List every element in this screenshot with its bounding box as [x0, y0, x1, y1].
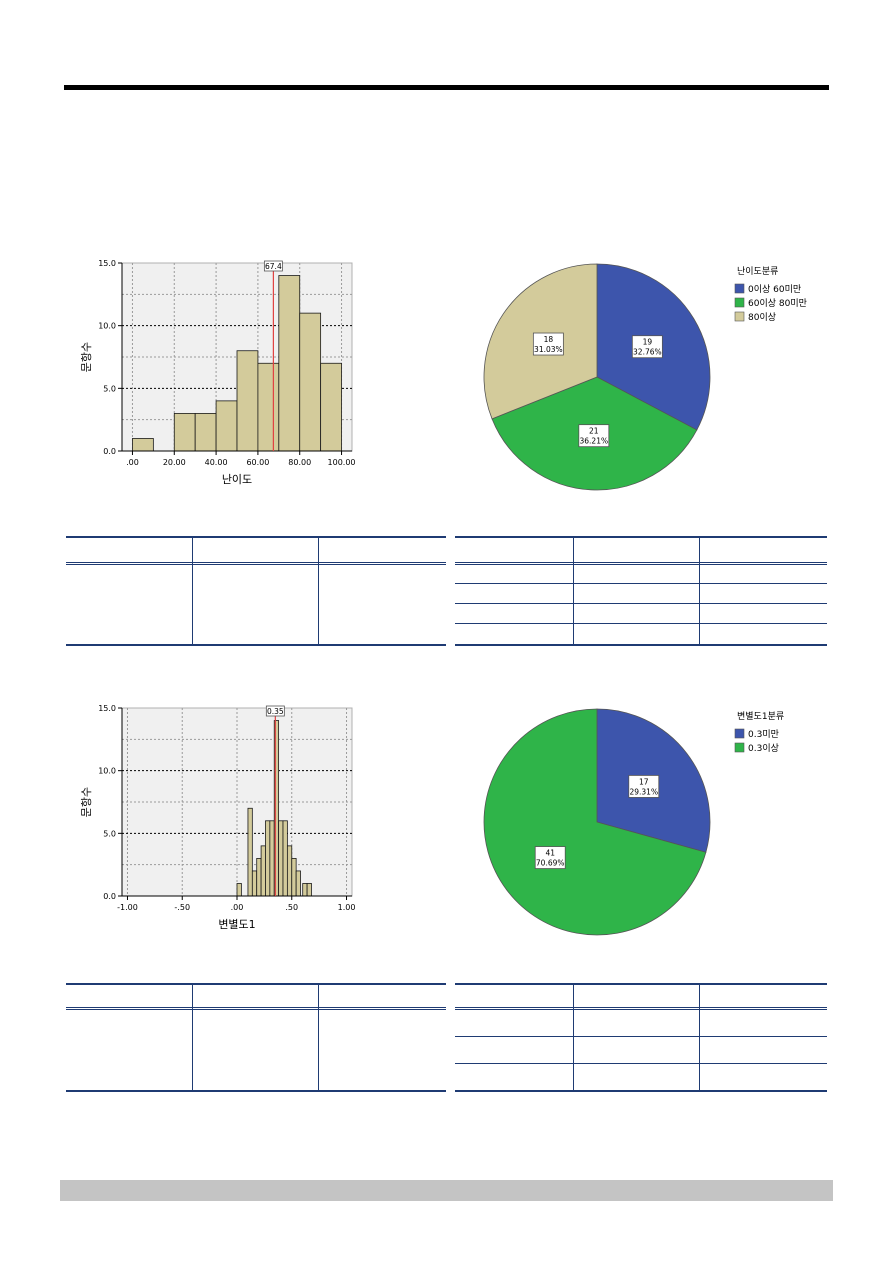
legend-swatch	[734, 742, 745, 753]
y-tick-label: 10.0	[98, 322, 116, 331]
pie-percent-label: 32.76%	[633, 348, 662, 357]
histogram-bar	[256, 857, 262, 897]
histogram-bar	[269, 820, 275, 897]
legend-entry: 80이상	[748, 312, 776, 323]
x-tick-label: 100.00	[328, 458, 356, 467]
pie-label-box	[628, 775, 660, 798]
legend-title: 변별도1분류	[737, 711, 784, 722]
mean-label: 0.35	[267, 707, 284, 716]
histogram-bar	[257, 362, 280, 452]
histogram-bar	[306, 883, 312, 897]
x-axis-label: 변별도1	[218, 918, 255, 931]
x-tick-label: 20.00	[163, 458, 186, 467]
stats-table-1-right	[455, 536, 827, 648]
x-tick-label: 40.00	[205, 458, 228, 467]
y-tick-label: 0.0	[103, 447, 116, 456]
pie-percent-label: 70.69%	[536, 859, 565, 868]
pie-label-box	[578, 424, 610, 448]
pie-slice	[483, 708, 707, 936]
histogram-bar	[251, 870, 258, 897]
pie-count-label: 19	[643, 338, 653, 347]
histogram-bar	[132, 438, 154, 452]
legend-swatch	[734, 283, 745, 294]
mean-label-box	[265, 705, 285, 717]
pie-count-label: 41	[545, 849, 555, 858]
difficulty-histogram: 0.0 5.0 10.0 15.0 .00 20.00 40.00 60.00 80.00 100…	[80, 259, 356, 486]
x-axis-label: 난이도	[222, 473, 252, 486]
x-tick-label: .00	[126, 458, 139, 467]
pie-percent-label: 29.31%	[629, 787, 658, 796]
legend-entry: 0.3미만	[748, 729, 779, 740]
legend-swatch	[734, 728, 745, 739]
x-tick-label: -.50	[174, 903, 190, 912]
y-tick-label: 15.0	[98, 259, 116, 268]
legend-title: 난이도분류	[737, 266, 778, 277]
histogram-bar	[247, 807, 253, 897]
histogram-bar	[194, 412, 217, 452]
legend-swatch	[734, 311, 745, 322]
pie-count-label: 21	[589, 427, 599, 436]
bottom-bar	[60, 1180, 833, 1201]
y-tick-label: 0.0	[103, 892, 116, 901]
histogram-bar	[215, 400, 238, 452]
x-tick-label: 80.00	[288, 458, 311, 467]
histogram-bar	[260, 845, 266, 897]
histogram-bar	[278, 275, 301, 452]
x-tick-label: -1.00	[117, 903, 138, 912]
y-axis-label: 문항수	[80, 787, 93, 817]
y-tick-label: 15.0	[98, 704, 116, 713]
histogram-bar	[302, 883, 308, 897]
mean-label-box	[263, 260, 283, 272]
x-tick-label: 1.00	[338, 903, 356, 912]
histogram-bar	[299, 312, 322, 452]
histogram-bar	[282, 820, 288, 897]
histogram-bar	[236, 350, 259, 452]
y-tick-label: 10.0	[98, 767, 116, 776]
histogram-bar	[320, 362, 342, 452]
top-rule	[64, 85, 829, 90]
x-tick-label: 60.00	[246, 458, 269, 467]
mean-label: 67.4	[265, 262, 282, 271]
stats-table-2-left	[66, 983, 446, 1095]
discrimination-histogram: 0.0 5.0 10.0 15.0 -1.00 -.50 .00 .50 1.00 0.35 변별도…	[80, 704, 356, 931]
legend-entry: 60이상 80미만	[748, 298, 807, 309]
legend-swatch	[734, 297, 745, 308]
histogram-bar	[173, 412, 196, 452]
y-axis-label: 문항수	[80, 342, 93, 372]
histogram-bar	[278, 820, 284, 897]
pie-label-box	[532, 332, 564, 356]
stats-table-1-left	[66, 536, 446, 648]
stats-table-2-right	[455, 983, 827, 1095]
histogram-bar	[265, 820, 271, 897]
pie-percent-label: 31.03%	[534, 345, 563, 354]
pie-count-label: 17	[639, 777, 649, 786]
pie-percent-label: 36.21%	[580, 437, 609, 446]
histogram-bar	[295, 870, 301, 897]
legend-entry: 0.3이상	[748, 743, 779, 754]
legend-entry: 0이상 60미만	[748, 284, 801, 295]
y-tick-label: 5.0	[103, 829, 116, 838]
pie-label-box	[534, 846, 566, 869]
x-tick-label: .00	[231, 903, 244, 912]
x-tick-label: .50	[285, 903, 298, 912]
y-tick-label: 5.0	[103, 384, 116, 393]
pie-label-box	[631, 335, 663, 359]
histogram-bar	[236, 883, 242, 897]
pie-count-label: 18	[544, 335, 554, 344]
histogram-bar	[291, 857, 297, 897]
histogram-bar	[286, 845, 293, 897]
